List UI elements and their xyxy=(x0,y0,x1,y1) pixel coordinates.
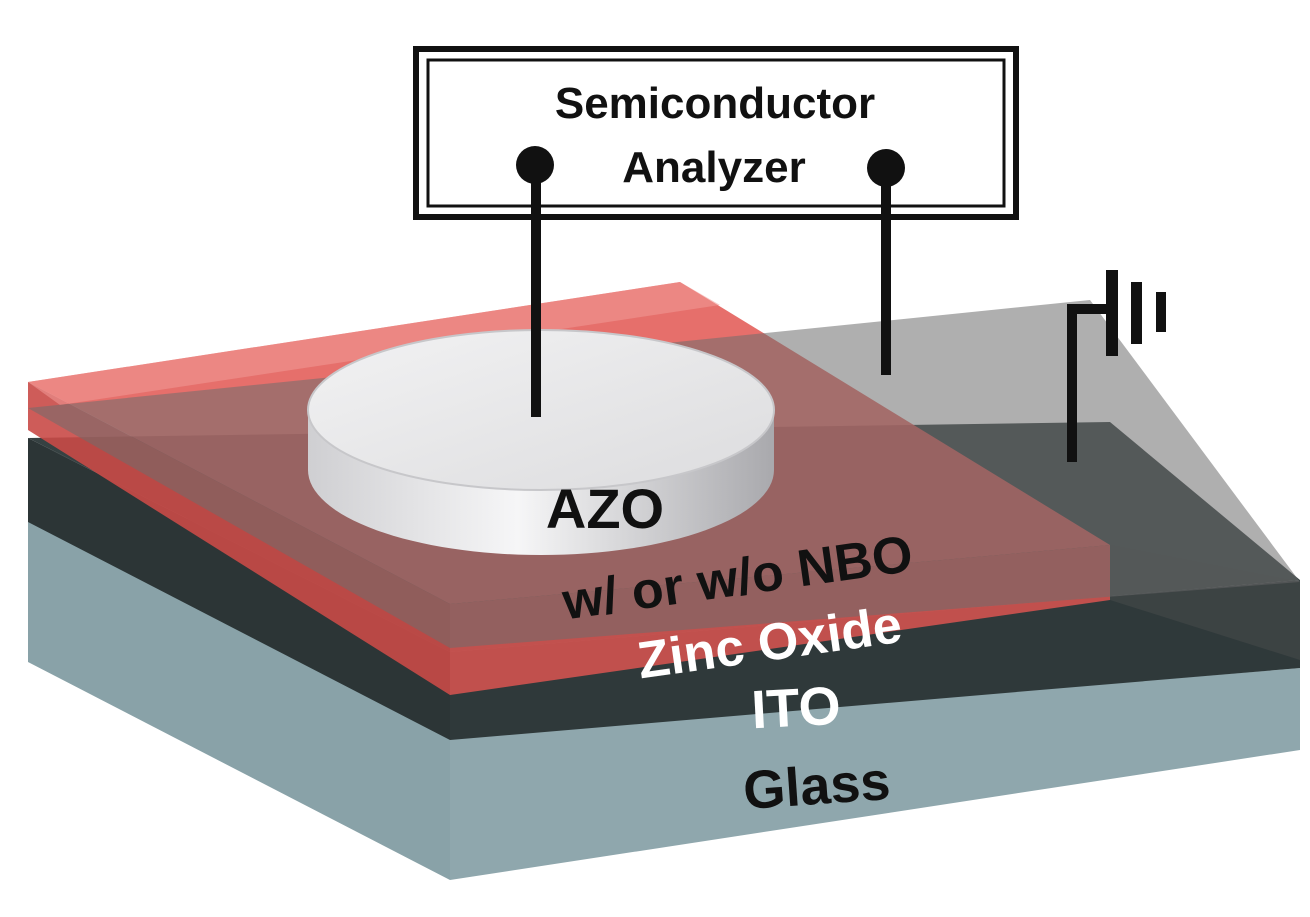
ground-icon xyxy=(1067,270,1166,462)
semiconductor-analyzer-box: Semiconductor Analyzer xyxy=(413,46,1019,220)
ito-label: ITO xyxy=(750,676,842,741)
probe-wires xyxy=(516,146,905,417)
analyzer-label-line1: Semiconductor xyxy=(555,79,875,128)
analyzer-label-line2: Analyzer xyxy=(622,143,805,192)
azo-label: AZO xyxy=(546,477,664,540)
glass-label: Glass xyxy=(741,751,892,821)
